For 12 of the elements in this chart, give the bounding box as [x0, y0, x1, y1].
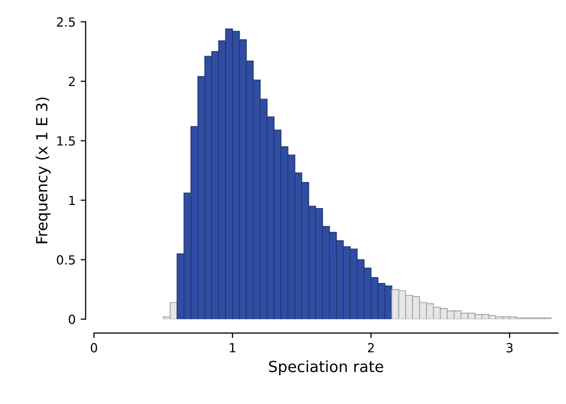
y-tick-label: 2 [68, 76, 75, 86]
y-tick-label: 1.5 [57, 136, 75, 146]
x-tick-label: 1 [230, 343, 236, 352]
y-tick-label: 2.5 [56, 17, 75, 27]
x-tick-label: 3 [506, 342, 513, 352]
y-axis-title: Frequency (x 1 E 3) [36, 98, 50, 244]
x-axis-title: Speciation rate [269, 360, 384, 376]
y-tick-label: 1 [69, 196, 75, 205]
y-tick-label: 0 [68, 314, 76, 324]
x-tick-label: 0 [90, 342, 98, 352]
x-tick-label: 2 [368, 342, 374, 352]
y-tick-label: 0.5 [56, 255, 75, 265]
